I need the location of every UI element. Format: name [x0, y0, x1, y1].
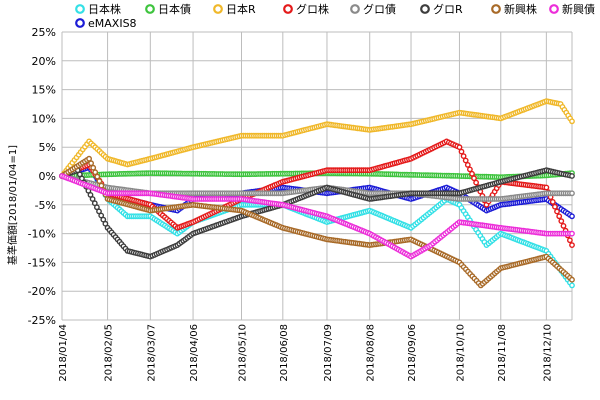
data-point	[469, 170, 475, 177]
legend-label: グロR	[433, 2, 463, 16]
legend-label: グロ債	[363, 2, 396, 16]
legend-item-7: 新興株	[491, 2, 537, 16]
data-point	[466, 166, 473, 173]
y-tick-label: -25%	[28, 314, 56, 327]
data-point	[96, 178, 103, 185]
data-point	[560, 222, 567, 229]
data-point	[549, 198, 556, 205]
data-point	[569, 213, 575, 220]
series-line	[61, 100, 573, 177]
data-point	[89, 196, 96, 202]
legend-marker-icon	[213, 4, 223, 14]
legend-marker-icon	[350, 4, 360, 14]
legend-item-4: グロ株	[283, 2, 329, 16]
legend-item-8: 新興債	[549, 2, 595, 16]
legend-marker-icon	[75, 4, 85, 14]
data-point	[88, 160, 95, 167]
data-point	[460, 153, 467, 160]
x-tick-label: 2018/03/07	[146, 324, 157, 382]
y-axis-title: 基準価額[2018/01/04=1]	[6, 145, 19, 265]
y-tick-label: 10%	[32, 112, 56, 125]
data-point	[456, 144, 463, 151]
data-point	[471, 175, 477, 182]
legend-label: グロ株	[296, 2, 329, 16]
x-tick-label: 2018/02/05	[104, 324, 115, 382]
legend-item-5: グロ債	[350, 2, 396, 16]
y-tick-label: 20%	[32, 55, 56, 68]
x-tick-labels: 2018/01/04 2018/02/05 2018/03/07 2018/04/06…	[58, 324, 553, 382]
legend-label: 日本債	[158, 2, 191, 16]
legend-item-1: eMAXIS8	[75, 17, 137, 30]
data-point	[96, 208, 102, 215]
y-tick-label: -20%	[28, 285, 56, 298]
x-tick-label: 2018/11/08	[497, 324, 508, 382]
y-tick-label: -10%	[28, 228, 56, 241]
x-tick-label: 2018/01/04	[58, 324, 69, 382]
data-point	[569, 230, 575, 237]
legend-marker-icon	[420, 4, 430, 14]
legend-label: 日本R	[226, 2, 256, 16]
data-point	[569, 282, 575, 289]
data-point	[473, 179, 479, 186]
legend: 日本株 日本債 日本R グロ株 グロ債 グロR 新興株 eMAXIS8 新興債	[75, 2, 595, 30]
x-tick-label: 2018/07/09	[323, 324, 334, 382]
data-point	[558, 218, 565, 225]
data-point	[569, 242, 575, 249]
y-tick-label: -5%	[35, 199, 56, 212]
y-tick-labels: 25% 20% 15% 10% 5% 0% -5% -10% -15% -20% -25%	[28, 26, 56, 327]
legend-label: eMAXIS8	[88, 17, 137, 30]
data-point	[552, 203, 558, 210]
legend-item-2: 日本債	[145, 2, 191, 16]
series-8	[59, 173, 575, 260]
x-tick-label: 2018/10/10	[455, 324, 466, 382]
data-point	[569, 276, 575, 283]
legend-item-0: 日本株	[75, 2, 121, 16]
data-point	[102, 220, 109, 227]
series-layer	[59, 98, 575, 289]
legend-label: 日本株	[88, 2, 121, 16]
x-tick-label: 2018/04/06	[189, 324, 200, 382]
legend-item-3: 日本R	[213, 2, 256, 16]
data-point	[86, 155, 93, 162]
y-tick-label: 25%	[32, 26, 56, 39]
x-tick-label: 2018/06/08	[279, 324, 290, 382]
legend-marker-icon	[491, 4, 501, 14]
data-point	[462, 157, 469, 164]
legend-item-6: グロR	[420, 2, 463, 16]
data-point	[464, 161, 471, 168]
legend-marker-icon	[145, 4, 155, 14]
x-tick-label: 2018/05/10	[237, 324, 248, 382]
series-3	[59, 98, 575, 179]
data-point	[569, 118, 575, 125]
series-6	[59, 167, 575, 260]
data-point	[92, 169, 99, 176]
legend-label: 新興債	[562, 2, 595, 16]
data-point	[569, 173, 575, 179]
data-point	[90, 164, 97, 171]
data-point	[94, 173, 101, 180]
x-tick-label: 2018/08/08	[366, 324, 377, 382]
legend-label: 新興株	[504, 2, 537, 16]
legend-marker-icon	[283, 4, 293, 14]
y-tick-label: 0%	[39, 170, 56, 183]
data-point	[556, 213, 563, 220]
data-point	[458, 148, 465, 155]
data-point	[554, 208, 560, 215]
data-point	[567, 237, 573, 244]
legend-marker-icon	[549, 4, 559, 14]
x-tick-label: 2018/12/10	[542, 324, 553, 382]
y-tick-label: -15%	[28, 256, 56, 269]
series-7	[59, 155, 575, 289]
y-tick-label: 15%	[32, 84, 56, 97]
data-point	[98, 182, 105, 189]
legend-marker-icon	[75, 18, 85, 28]
y-tick-label: 5%	[39, 141, 56, 154]
data-point	[569, 190, 575, 197]
x-tick-label: 2018/09/06	[407, 324, 418, 382]
data-point	[543, 184, 550, 191]
